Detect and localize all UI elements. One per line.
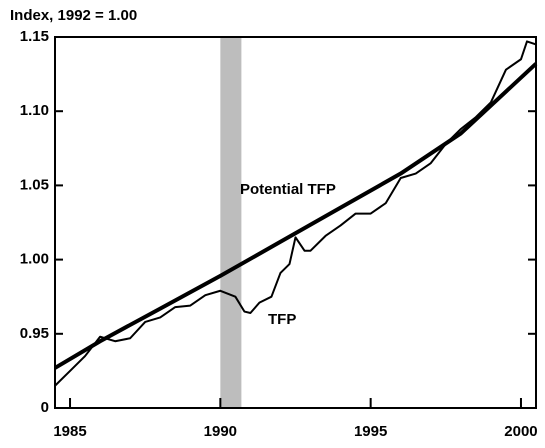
series-line xyxy=(53,62,538,370)
x-tick-label: 1990 xyxy=(204,423,237,440)
y-tick-label: 1.00 xyxy=(20,251,49,268)
series-line xyxy=(54,40,537,387)
chart-title: Index, 1992 = 1.00 xyxy=(10,7,137,24)
plot-frame xyxy=(54,36,537,409)
y-tick-label: 0 xyxy=(41,399,49,416)
x-tick-label: 2000 xyxy=(504,423,537,440)
y-tick-label: 1.05 xyxy=(20,176,49,193)
series-label: TFP xyxy=(268,311,296,328)
y-tick-label: 1.15 xyxy=(20,28,49,45)
recession-shade xyxy=(220,37,242,408)
x-tick-label: 1995 xyxy=(354,423,387,440)
y-tick-label: 1.10 xyxy=(20,102,49,119)
x-tick-label: 1985 xyxy=(53,423,86,440)
series-label: Potential TFP xyxy=(240,181,336,198)
y-tick-label: 0.95 xyxy=(20,325,49,342)
